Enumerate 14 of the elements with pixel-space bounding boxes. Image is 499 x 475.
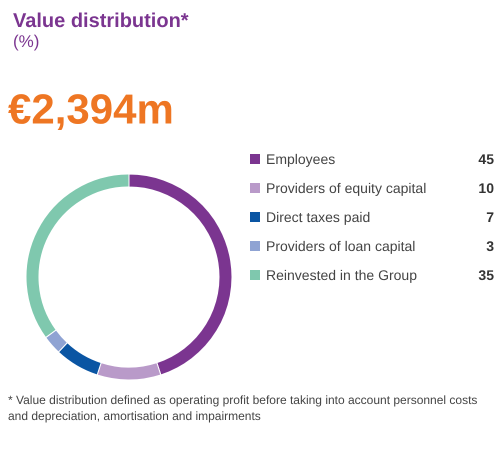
legend-label: Direct taxes paid: [266, 209, 370, 225]
legend-label: Providers of loan capital: [266, 238, 416, 254]
legend-label: Providers of equity capital: [266, 180, 426, 196]
data-label: 10: [478, 180, 494, 196]
data-label: 7: [486, 209, 494, 225]
legend-label: Reinvested in the Group: [266, 267, 418, 283]
legend-label: Employees: [266, 151, 336, 167]
data-label: 45: [478, 151, 494, 167]
text: €2,394m: [8, 86, 174, 132]
data-label: 35: [478, 267, 494, 283]
data-label: 3: [486, 238, 494, 254]
chart-subtitle: (%): [13, 32, 40, 51]
chart-title: Value distribution*: [13, 10, 189, 32]
text: * Value distribution defined as operating profit before taking into account personnel costs and depreciation, amortisation and impairments: [8, 393, 481, 423]
